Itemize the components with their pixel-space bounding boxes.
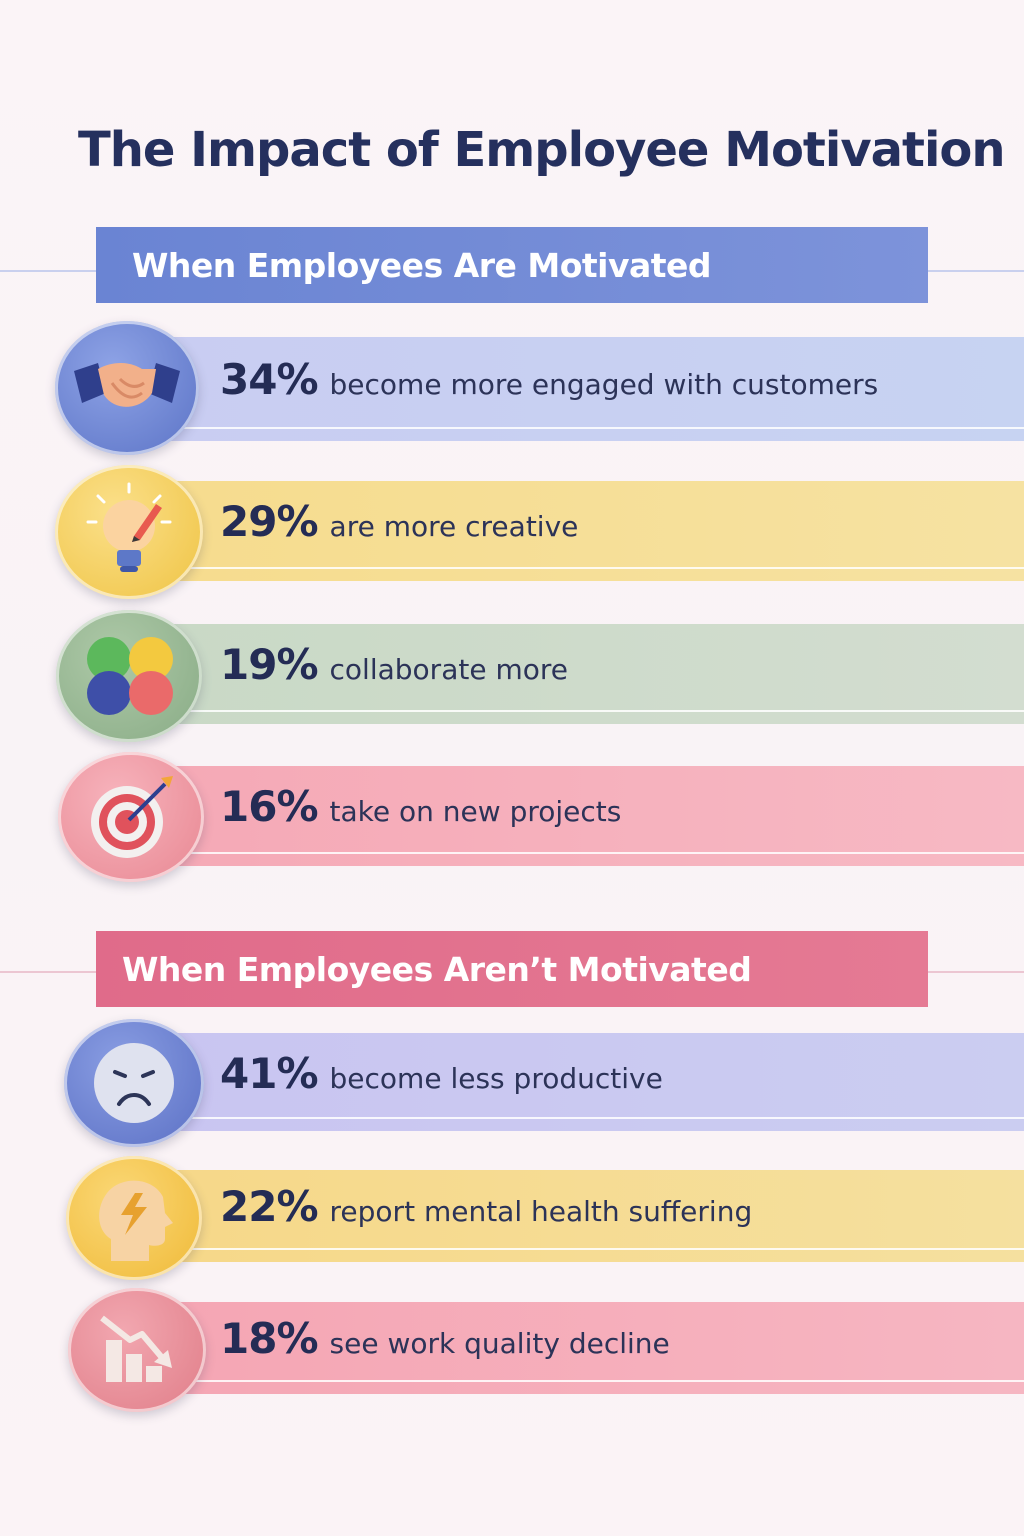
band-line bbox=[178, 567, 1024, 569]
stat-row: 34% become more engaged with customers bbox=[0, 321, 1024, 455]
band-line bbox=[178, 1380, 1024, 1382]
stat-percent: 22% bbox=[220, 1182, 319, 1231]
stat-description: see work quality decline bbox=[329, 1327, 670, 1360]
stat-percent: 18% bbox=[220, 1314, 319, 1363]
band-line bbox=[178, 852, 1024, 854]
band-line bbox=[178, 710, 1024, 712]
band-line bbox=[178, 427, 1024, 429]
stat-percent: 16% bbox=[220, 782, 319, 831]
stat-description: are more creative bbox=[329, 510, 579, 543]
sad-face-icon bbox=[64, 1019, 204, 1147]
stat-row: 18% see work quality decline bbox=[0, 1288, 1024, 1412]
section-header-label: When Employees Are Motivated bbox=[132, 245, 712, 285]
stat-percent: 29% bbox=[220, 497, 319, 546]
stat-description: collaborate more bbox=[329, 653, 568, 686]
section-header-motivated: When Employees Are Motivated bbox=[96, 227, 928, 303]
stat-description: take on new projects bbox=[329, 795, 622, 828]
stat-band bbox=[170, 1170, 1024, 1262]
lightbulb-pencil-icon bbox=[55, 465, 203, 599]
stat-row: 29% are more creative bbox=[0, 465, 1024, 599]
declining-chart-icon bbox=[68, 1288, 206, 1412]
band-line bbox=[178, 1117, 1024, 1119]
section-header-label: When Employees Aren’t Motivated bbox=[122, 949, 752, 989]
stat-percent: 19% bbox=[220, 640, 319, 689]
colored-circles-icon bbox=[56, 610, 202, 742]
handshake-icon bbox=[55, 321, 199, 455]
stat-description: become less productive bbox=[329, 1062, 663, 1095]
target-icon bbox=[58, 752, 204, 882]
stat-band bbox=[170, 1033, 1024, 1131]
band-line bbox=[178, 1248, 1024, 1250]
stat-band bbox=[170, 337, 1024, 441]
stat-description: report mental health suffering bbox=[329, 1195, 753, 1228]
head-lightning-icon bbox=[66, 1156, 202, 1280]
stat-band bbox=[170, 766, 1024, 866]
stat-row: 22% report mental health suffering bbox=[0, 1156, 1024, 1280]
stat-percent: 34% bbox=[220, 355, 319, 404]
stat-row: 41% become less productive bbox=[0, 1019, 1024, 1147]
stat-band bbox=[170, 1302, 1024, 1394]
stat-band bbox=[170, 481, 1024, 581]
stat-band bbox=[170, 624, 1024, 724]
section-header-not-motivated: When Employees Aren’t Motivated bbox=[96, 931, 928, 1007]
stat-percent: 41% bbox=[220, 1049, 319, 1098]
stat-row: 19% collaborate more bbox=[0, 610, 1024, 742]
stat-description: become more engaged with customers bbox=[329, 368, 879, 401]
stat-row: 16% take on new projects bbox=[0, 752, 1024, 882]
page-title: The Impact of Employee Motivation bbox=[78, 122, 1006, 178]
